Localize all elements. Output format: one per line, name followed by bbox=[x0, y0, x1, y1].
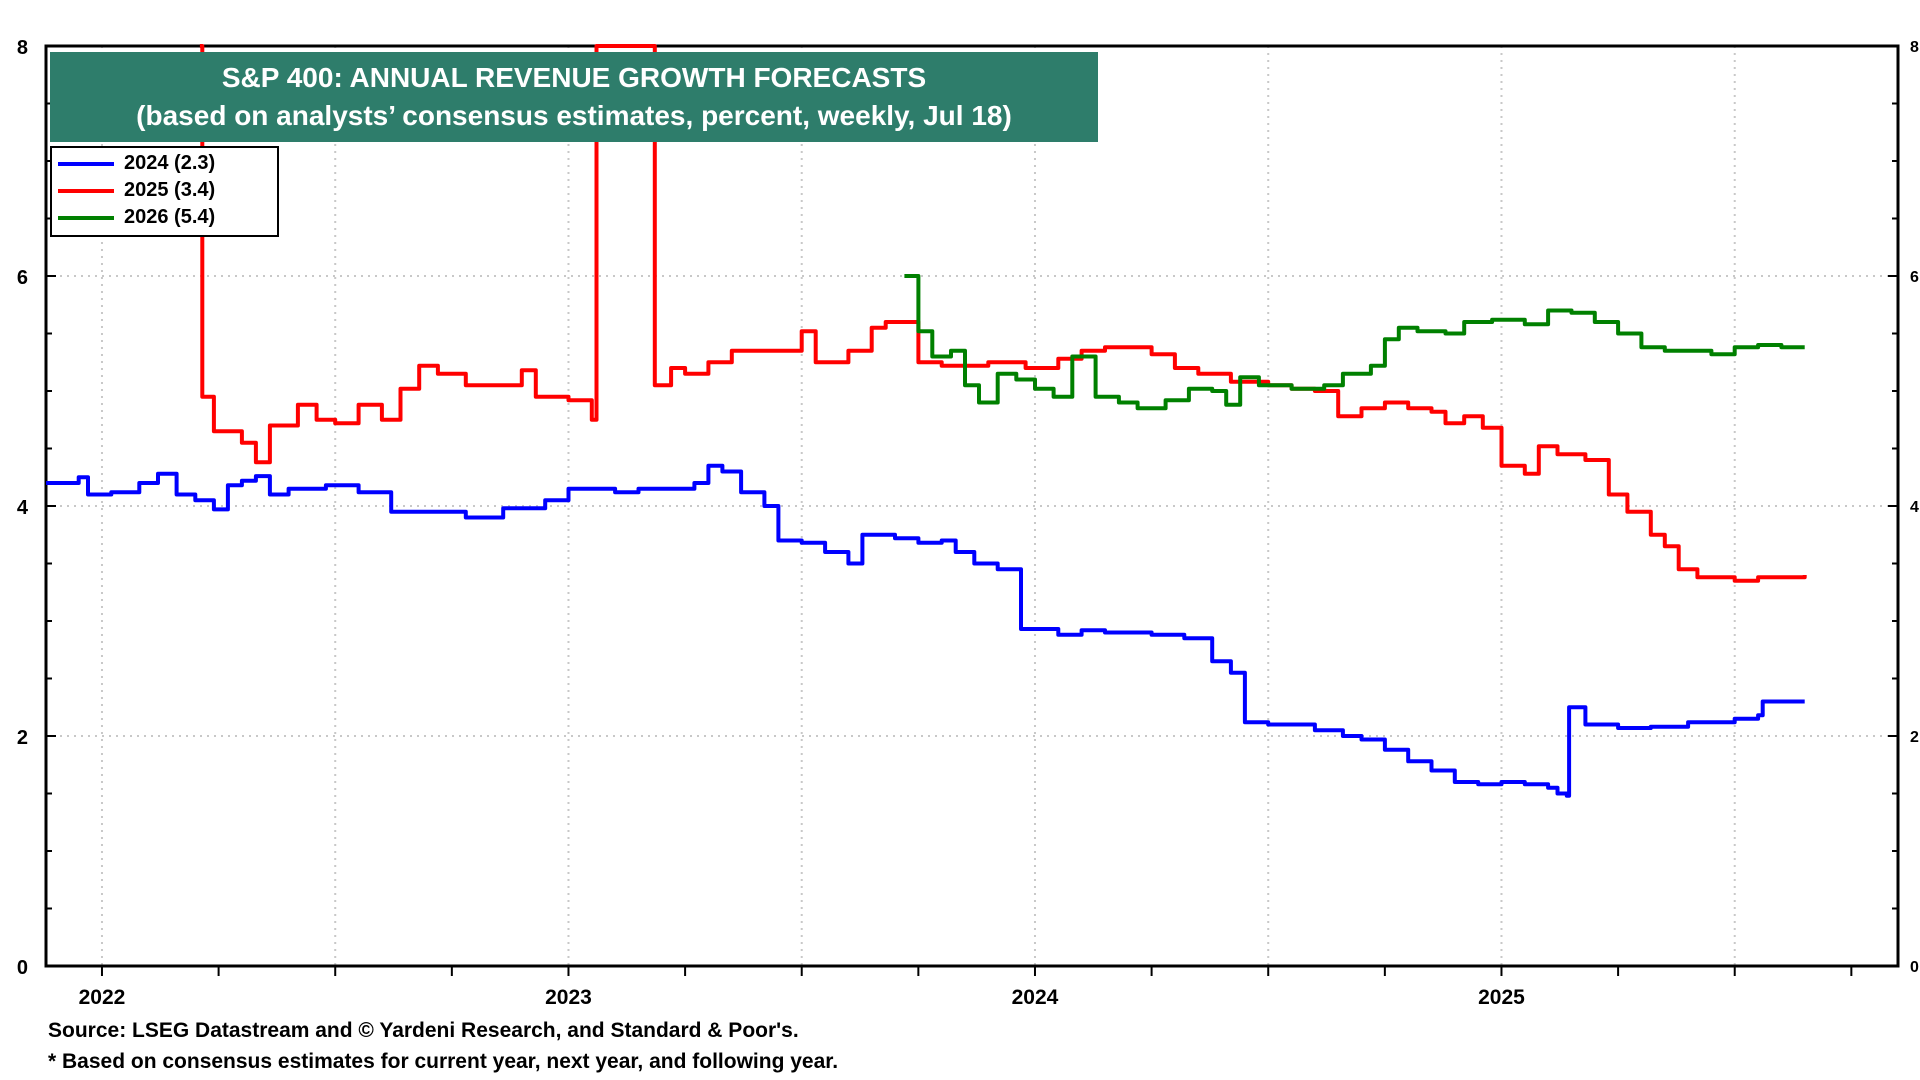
legend-swatch-2026 bbox=[58, 215, 114, 220]
legend-item-2025: 2025 (3.4) bbox=[52, 177, 277, 204]
legend-swatch-2025 bbox=[58, 188, 114, 193]
plot-frame bbox=[44, 44, 1900, 968]
y-tick-label-left: 2 bbox=[17, 727, 28, 749]
legend: 2024 (2.3) 2025 (3.4) 2026 (5.4) bbox=[50, 146, 279, 237]
x-tick-label: 2023 bbox=[545, 986, 592, 1009]
x-tick-label: 2022 bbox=[79, 986, 126, 1009]
footnotes: Source: LSEG Datastream and © Yardeni Re… bbox=[48, 1015, 838, 1077]
y-tick-label-left: 8 bbox=[17, 37, 28, 59]
axes: 0 0 2 2 4 4 6 6 8 8 2022 2023 2024 2025 bbox=[17, 37, 1919, 1009]
y-tick-label-right: 8 bbox=[1910, 39, 1919, 56]
estimate-note: * Based on consensus estimates for curre… bbox=[48, 1050, 839, 1073]
legend-label-2026: 2026 (5.4) bbox=[124, 206, 216, 228]
legend-label-2024: 2024 (2.3) bbox=[124, 152, 216, 174]
legend-item-2024: 2024 (2.3) bbox=[52, 150, 277, 177]
y-tick-label-right: 0 bbox=[1910, 959, 1919, 976]
x-tick-label: 2024 bbox=[1012, 986, 1059, 1009]
legend-item-2026: 2026 (5.4) bbox=[52, 204, 277, 231]
y-tick-label-right: 6 bbox=[1910, 269, 1919, 286]
y-tick-label-left: 6 bbox=[17, 267, 28, 289]
legend-swatch-2024 bbox=[58, 161, 114, 166]
source-note: Source: LSEG Datastream and © Yardeni Re… bbox=[48, 1019, 799, 1042]
chart-title-box: S&P 400: ANNUAL REVENUE GROWTH FORECASTS… bbox=[50, 52, 1098, 142]
series-line-2026 bbox=[904, 274, 1805, 411]
y-tick-label-left: 0 bbox=[17, 957, 28, 979]
chart-subtitle: (based on analysts’ consensus estimates,… bbox=[136, 100, 1012, 131]
series-line-2025 bbox=[199, 44, 1807, 583]
series-lines bbox=[46, 44, 1807, 798]
y-tick-label-right: 2 bbox=[1910, 729, 1919, 746]
series-line-2024 bbox=[46, 463, 1805, 798]
chart-title: S&P 400: ANNUAL REVENUE GROWTH FORECASTS bbox=[221, 62, 927, 93]
legend-label-2025: 2025 (3.4) bbox=[124, 179, 216, 201]
y-tick-label-right: 4 bbox=[1910, 499, 1919, 516]
y-tick-label-left: 4 bbox=[17, 497, 29, 519]
gridlines bbox=[46, 46, 1898, 966]
x-tick-label: 2025 bbox=[1478, 986, 1525, 1009]
